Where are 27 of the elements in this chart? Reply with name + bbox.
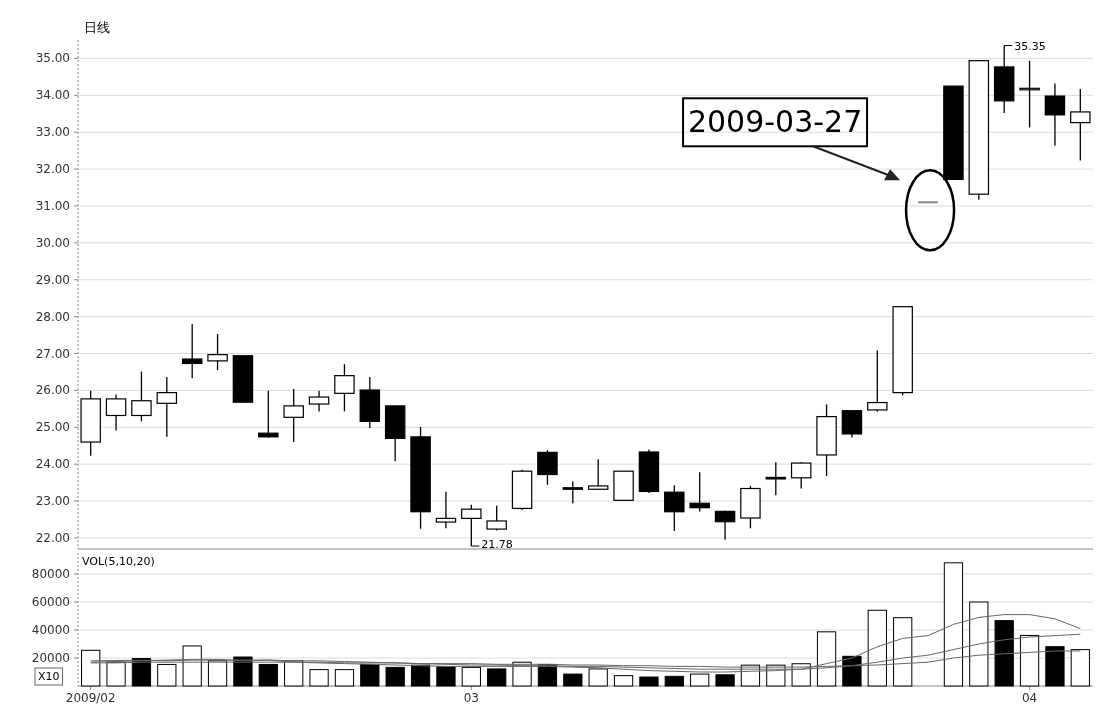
y-tick-label: 26.00 [35,383,70,398]
y-tick-label: 20000 [31,651,70,665]
annotation: VOL(5,10,20) [82,555,155,568]
x-tick-label: 04 [1021,691,1038,705]
y-tick-label: 29.00 [35,272,70,287]
y-tick-label: 22.00 [35,530,70,545]
y-tick-label: 23.00 [35,494,70,509]
y-tick-label: 32.00 [35,162,70,177]
y-tick-label: 80000 [31,567,70,581]
y-tick-label: 25.00 [35,420,70,435]
text: X10 [38,670,60,683]
chart-title: 日线 [84,20,110,35]
y-tick-label: 24.00 [35,457,70,472]
y-tick-label: 30.00 [35,235,70,250]
annotation: 35.35 [1014,39,1046,53]
y-tick-label: 28.00 [35,309,70,324]
y-tick-label: 27.00 [35,346,70,361]
y-tick-label: 40000 [31,623,70,637]
annotation: 2009-03-27 [687,104,863,140]
y-tick-label: 60000 [31,595,70,609]
y-tick-label: 35.00 [35,51,70,66]
annotation: 21.78 [481,538,513,552]
y-tick-label: 31.00 [35,198,70,213]
x-tick-label: 03 [463,691,479,705]
x-tick-label: 2009/02 [65,691,116,705]
y-tick-label: 33.00 [35,125,70,140]
y-tick-label: 34.00 [35,88,70,103]
